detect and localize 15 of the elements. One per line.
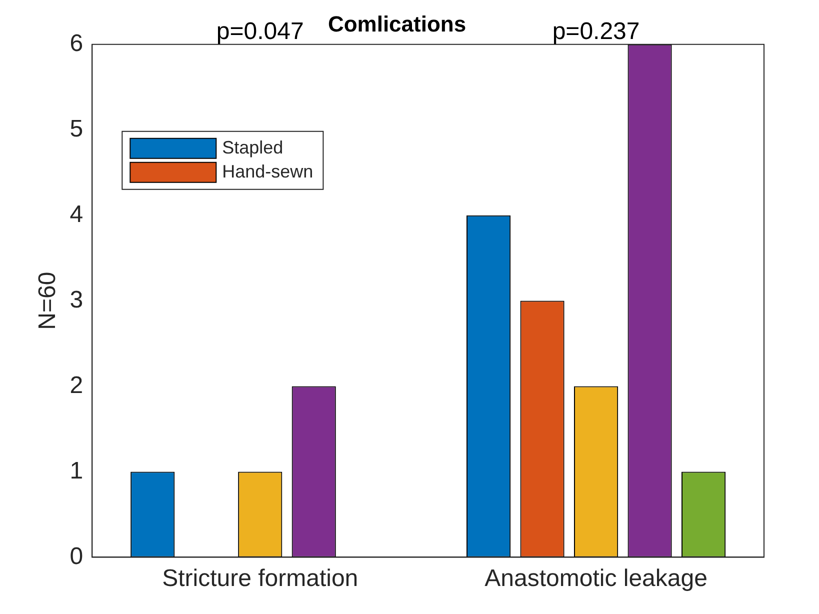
y-tick-label: 5: [70, 115, 84, 142]
y-tick-label: 2: [70, 372, 84, 399]
annotation: p=0.237: [552, 18, 640, 46]
x-tick-label: Stricture formation: [162, 565, 358, 592]
y-tick-label: 4: [70, 200, 84, 228]
y-tick-label: 0: [70, 542, 84, 570]
y-tick-label: 1: [70, 457, 84, 484]
y-axis-title: N=60: [34, 272, 62, 330]
x-tick-label: Anastomotic leakage: [484, 565, 708, 592]
chart-title: Comlications: [328, 11, 466, 36]
annotation: p=0.047: [216, 18, 304, 46]
legend-label: Stapled: [222, 137, 284, 158]
legend-label: Hand-sewn: [222, 161, 314, 182]
y-tick-label: 6: [70, 30, 84, 58]
y-tick-label: 3: [70, 286, 84, 314]
